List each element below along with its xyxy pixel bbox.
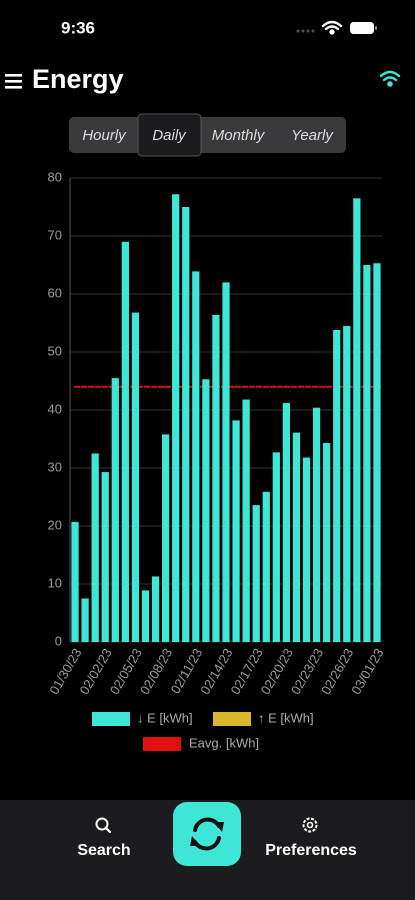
bar	[212, 314, 220, 642]
bar	[312, 407, 321, 642]
y-tick-label: 50	[48, 343, 62, 358]
bar	[71, 521, 79, 642]
bar	[131, 312, 140, 642]
legend-swatch	[143, 737, 181, 751]
tab-1[interactable]: Daily	[152, 127, 187, 144]
preferences-label: Preferences	[265, 842, 357, 859]
y-tick-label: 70	[48, 227, 62, 242]
bar	[262, 491, 270, 642]
bar	[172, 194, 180, 643]
bar	[252, 505, 260, 642]
y-tick-label: 10	[48, 575, 62, 590]
bar	[151, 576, 160, 642]
tab-3[interactable]: Yearly	[291, 127, 334, 144]
y-tick-label: 40	[48, 401, 62, 416]
legend-label: ↓ E [kWh]	[137, 710, 193, 725]
bar	[202, 379, 210, 642]
y-tick-label: 20	[48, 517, 62, 532]
legend-label: Eavg. [kWh]	[189, 735, 259, 750]
tab-0[interactable]: Hourly	[82, 127, 127, 144]
legend-label: ↑ E [kWh]	[258, 710, 314, 725]
bar	[373, 263, 381, 642]
status-time: 9:36	[61, 18, 95, 37]
bar	[363, 265, 371, 642]
bar	[302, 457, 311, 642]
y-tick-label: 80	[48, 169, 62, 184]
bar	[343, 325, 351, 642]
bar	[141, 590, 150, 642]
bar	[333, 329, 341, 642]
bar	[242, 399, 250, 642]
bar	[161, 434, 170, 642]
menu-button[interactable]	[5, 74, 22, 89]
legend-swatch	[92, 712, 130, 726]
legend-swatch	[213, 712, 251, 726]
wifi-status-icon	[321, 20, 343, 35]
signal-icon	[296, 29, 315, 33]
bar	[292, 432, 301, 642]
y-tick-label: 60	[48, 285, 62, 300]
bar	[101, 472, 109, 642]
battery-icon	[350, 22, 377, 34]
bar	[91, 453, 99, 642]
bar	[323, 443, 331, 642]
tab-2[interactable]: Monthly	[212, 127, 266, 144]
bar	[121, 241, 129, 643]
bar	[353, 198, 361, 643]
y-tick-label: 30	[48, 459, 62, 474]
bar	[272, 452, 280, 642]
bar	[282, 403, 291, 642]
bar	[222, 282, 230, 642]
bar	[182, 207, 190, 642]
bar	[192, 271, 200, 642]
screen-title: Energy	[32, 64, 124, 94]
y-tick-label: 0	[55, 633, 62, 648]
search-button[interactable]: Search	[77, 817, 131, 860]
preferences-button[interactable]: Preferences	[265, 817, 357, 860]
selected-tab	[137, 113, 202, 157]
bar	[232, 420, 240, 642]
bar	[111, 378, 119, 642]
search-label: Search	[77, 842, 130, 859]
refresh-button[interactable]	[173, 802, 241, 866]
connection-icon	[379, 70, 401, 87]
bar	[81, 598, 89, 642]
